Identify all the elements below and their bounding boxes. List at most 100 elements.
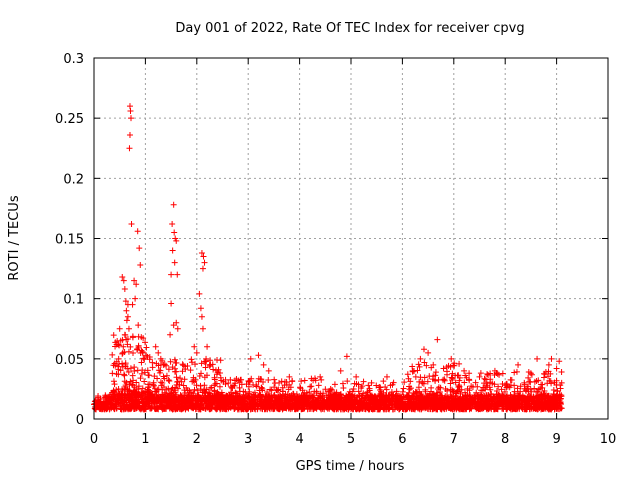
data-point	[539, 398, 546, 405]
data-point	[155, 396, 162, 403]
data-point	[303, 389, 310, 396]
data-point	[126, 381, 133, 388]
data-point	[411, 401, 418, 408]
data-point	[420, 346, 427, 353]
data-point	[494, 393, 501, 400]
data-point	[271, 391, 278, 398]
data-point	[140, 355, 147, 362]
data-point	[150, 381, 157, 388]
data-point	[245, 394, 252, 401]
data-point	[236, 393, 243, 400]
data-point	[393, 388, 400, 395]
data-point	[372, 401, 379, 408]
data-point	[337, 367, 344, 374]
data-point	[116, 325, 123, 332]
data-point	[289, 399, 296, 406]
data-point	[187, 389, 194, 396]
data-point	[186, 387, 193, 394]
data-point	[138, 370, 145, 377]
data-point	[229, 385, 236, 392]
data-point	[480, 393, 487, 400]
data-point	[170, 389, 177, 396]
x-tick-label: 6	[398, 432, 406, 447]
data-point	[301, 377, 308, 384]
data-point	[473, 389, 480, 396]
data-point	[141, 369, 148, 376]
data-point	[556, 391, 563, 398]
data-point	[377, 392, 384, 399]
data-point	[170, 201, 177, 208]
data-point	[100, 403, 107, 410]
data-point	[246, 395, 253, 402]
data-point	[321, 397, 328, 404]
data-point	[503, 397, 510, 404]
data-point	[388, 401, 395, 408]
data-point	[308, 383, 315, 390]
data-point	[439, 395, 446, 402]
data-point	[135, 322, 142, 329]
data-point	[182, 389, 189, 396]
data-point	[353, 380, 360, 387]
data-point	[250, 391, 257, 398]
data-point	[401, 379, 408, 386]
data-point	[545, 368, 552, 375]
data-point	[274, 405, 281, 412]
data-point	[202, 364, 209, 371]
data-point	[124, 391, 131, 398]
data-point	[364, 391, 371, 398]
data-point	[528, 371, 535, 378]
data-point	[478, 394, 485, 401]
data-point	[199, 325, 206, 332]
data-point	[508, 398, 515, 405]
data-point	[184, 363, 191, 370]
data-point	[376, 398, 383, 405]
data-point	[163, 372, 170, 379]
data-point	[538, 392, 545, 399]
data-point	[556, 397, 563, 404]
data-point	[519, 396, 526, 403]
data-point	[246, 388, 253, 395]
data-point	[121, 331, 128, 338]
data-point	[208, 395, 215, 402]
data-point	[143, 352, 150, 359]
data-point	[355, 388, 362, 395]
data-point	[527, 386, 534, 393]
data-point	[173, 374, 180, 381]
data-point	[526, 378, 533, 385]
data-point	[377, 386, 384, 393]
data-point	[168, 271, 175, 278]
data-point	[121, 378, 128, 385]
data-point	[197, 305, 204, 312]
data-point	[506, 404, 513, 411]
data-point	[324, 398, 331, 405]
data-point	[115, 396, 122, 403]
data-point	[172, 384, 179, 391]
data-point	[513, 368, 520, 375]
data-point	[104, 405, 111, 412]
data-point	[289, 378, 296, 385]
data-point	[273, 386, 280, 393]
data-point	[558, 379, 565, 386]
data-point	[466, 377, 473, 384]
data-point	[120, 343, 127, 350]
data-point	[381, 400, 388, 407]
data-point	[150, 394, 157, 401]
data-point	[171, 229, 178, 236]
data-point	[331, 391, 338, 398]
data-point	[179, 361, 186, 368]
data-point	[283, 396, 290, 403]
data-point	[273, 398, 280, 405]
data-point	[364, 401, 371, 408]
data-point	[349, 388, 356, 395]
data-point	[404, 396, 411, 403]
data-point	[449, 395, 456, 402]
data-point	[255, 352, 262, 359]
data-point	[421, 359, 428, 366]
data-point	[154, 397, 161, 404]
data-point	[126, 103, 133, 110]
data-point	[406, 386, 413, 393]
data-point	[297, 385, 304, 392]
data-point	[286, 373, 293, 380]
data-point	[117, 390, 124, 397]
data-point	[173, 237, 180, 244]
